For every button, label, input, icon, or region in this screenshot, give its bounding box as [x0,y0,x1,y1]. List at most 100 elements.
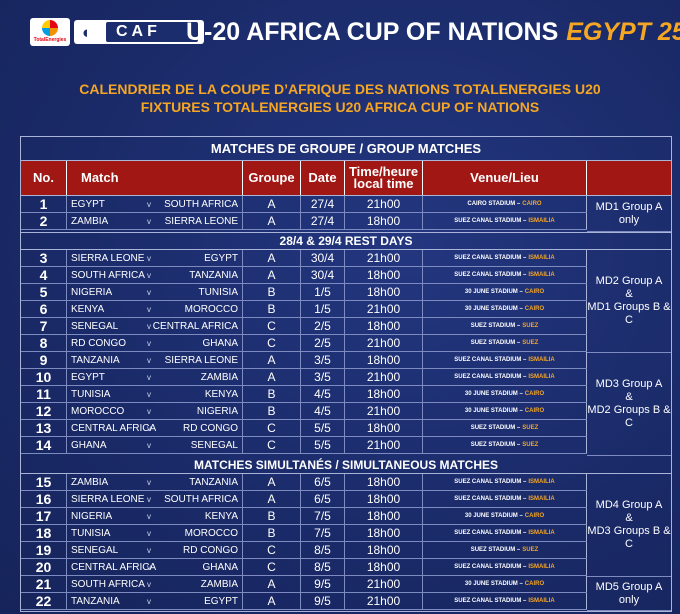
match-date: 1/5 [301,284,345,300]
md3-line1: MD3 Group A [595,378,663,390]
match-group: A [243,491,301,507]
versus-mark: v [147,253,151,263]
venue-city: ISMAILIA [528,255,555,261]
away-team: RD CONGO [183,422,238,434]
versus-mark: v [147,406,151,416]
match-number: 4 [21,267,67,283]
match-venue: 30 JUNE STADIUM – CAIRO [423,301,587,317]
totalenergies-mark-icon [42,20,58,36]
table-row: 20 CENTRAL AFRICA v GHANA C 8/5 18h00 SUEZ CANA… [21,559,587,576]
away-team: NIGERIA [196,405,238,417]
table-row: 7 SENEGAL v CENTRAL AFRICA C 2/5 18h00 SUEZ STA… [21,318,587,335]
match-time: 18h00 [345,318,423,334]
col-header-group: Groupe [243,161,301,195]
match-time: 21h00 [345,369,423,385]
venue-city: CAIRO [524,289,545,295]
match-number: 19 [21,542,67,558]
match-group: B [243,525,301,541]
venue-stadium: 30 JUNE STADIUM – [464,289,523,295]
versus-mark: v [147,423,151,433]
versus-mark: v [147,440,151,450]
table-row: 3 SIERRA LEONE v EGYPT A 30/4 21h00 SUEZ CANAL … [21,250,587,267]
venue-stadium: SUEZ STADIUM – [470,547,521,553]
match-time: 18h00 [345,386,423,402]
md2-line2: & [625,288,633,300]
match-number: 7 [21,318,67,334]
match-date: 7/5 [301,508,345,524]
match-number: 20 [21,559,67,575]
section-md4-md5: 15 ZAMBIA v TANZANIA A 6/5 18h00 SUEZ CANAL STA… [21,474,671,611]
match-group: C [243,318,301,334]
home-team: EGYPT [71,198,105,210]
match-venue: 30 JUNE STADIUM – CAIRO [423,508,587,524]
table-row: 1 EGYPT v SOUTH AFRICA A 27/4 21h00 CAIRO STADI… [21,196,587,213]
home-team: ZAMBIA [71,215,109,227]
venue-city: SUEZ [522,547,539,553]
versus-mark: v [147,355,151,365]
versus-mark: v [147,562,151,572]
home-team: SIERRA LEONE [71,493,145,505]
table-row: 5 NIGERIA v TUNISIA B 1/5 18h00 30 JUNE STADIUM… [21,284,587,301]
home-team: SIERRA LEONE [71,252,145,264]
match-time: 21h00 [345,593,423,609]
home-team: TANZANIA [71,595,120,607]
away-team: SENEGAL [190,439,238,451]
match-fixture: KENYA v MOROCCO [67,301,243,317]
match-fixture: SOUTH AFRICA v TANZANIA [67,267,243,283]
rest-days-banner: 28/4 & 29/4 REST DAYS [21,232,671,250]
match-venue: SUEZ CANAL STADIUM – ISMAILIA [423,267,587,283]
versus-mark: v [147,338,151,348]
home-team: MOROCCO [71,405,125,417]
match-group: A [243,213,301,229]
match-venue: SUEZ STADIUM – SUEZ [423,437,587,453]
subtitle-en: FIXTURES TOTALENERGIES U20 AFRICA CUP OF… [140,99,540,115]
match-number: 1 [21,196,67,212]
match-time: 21h00 [345,576,423,592]
col-header-time-line1: Time/heure [348,164,419,179]
versus-mark: v [147,477,151,487]
match-group: A [243,250,301,266]
match-venue: 30 JUNE STADIUM – CAIRO [423,386,587,402]
matchday-md5: MD5 Group A only [587,577,671,611]
versus-mark: v [147,579,151,589]
match-fixture: NIGERIA v KENYA [67,508,243,524]
match-number: 2 [21,213,67,229]
home-team: CENTRAL AFRICA [71,561,157,573]
away-team: ZAMBIA [200,578,238,590]
venue-stadium: SUEZ STADIUM – [470,323,521,329]
home-team: NIGERIA [71,286,113,298]
title-accent: EGYPT 25 [566,18,680,46]
home-team: TANZANIA [71,354,120,366]
away-team: GHANA [202,561,238,573]
match-fixture: TUNISIA v KENYA [67,386,243,402]
venue-stadium: 30 JUNE STADIUM – [464,513,523,519]
match-time: 21h00 [345,196,423,212]
match-venue: 30 JUNE STADIUM – CAIRO [423,403,587,419]
match-date: 7/5 [301,525,345,541]
venue-stadium: SUEZ CANAL STADIUM – [454,255,527,261]
col-header-time: Time/heure local time [345,161,423,195]
venue-city: CAIRO [524,513,545,519]
away-team: KENYA [204,510,238,522]
home-team: SOUTH AFRICA [71,269,145,281]
md2-line3: MD1 Groups B & C [587,301,671,326]
match-fixture: GHANA v SENEGAL [67,437,243,453]
md4-line3: MD3 Groups B & C [587,525,671,550]
venue-stadium: 30 JUNE STADIUM – [464,408,523,414]
venue-city: ISMAILIA [528,357,555,363]
venue-city: ISMAILIA [528,218,555,224]
venue-city: ISMAILIA [528,374,555,380]
match-fixture: NIGERIA v TUNISIA [67,284,243,300]
match-group: B [243,508,301,524]
match-number: 3 [21,250,67,266]
away-team: GHANA [202,337,238,349]
table-row: 19 SENEGAL v RD CONGO C 8/5 18h00 SUEZ STADIUM … [21,542,587,559]
match-venue: SUEZ CANAL STADIUM – ISMAILIA [423,474,587,490]
match-date: 5/5 [301,420,345,436]
match-fixture: EGYPT v SOUTH AFRICA [67,196,243,212]
venue-stadium: 30 JUNE STADIUM – [464,306,523,312]
match-venue: SUEZ CANAL STADIUM – ISMAILIA [423,352,587,368]
match-time: 18h00 [345,352,423,368]
match-group: A [243,196,301,212]
match-venue: SUEZ STADIUM – SUEZ [423,420,587,436]
